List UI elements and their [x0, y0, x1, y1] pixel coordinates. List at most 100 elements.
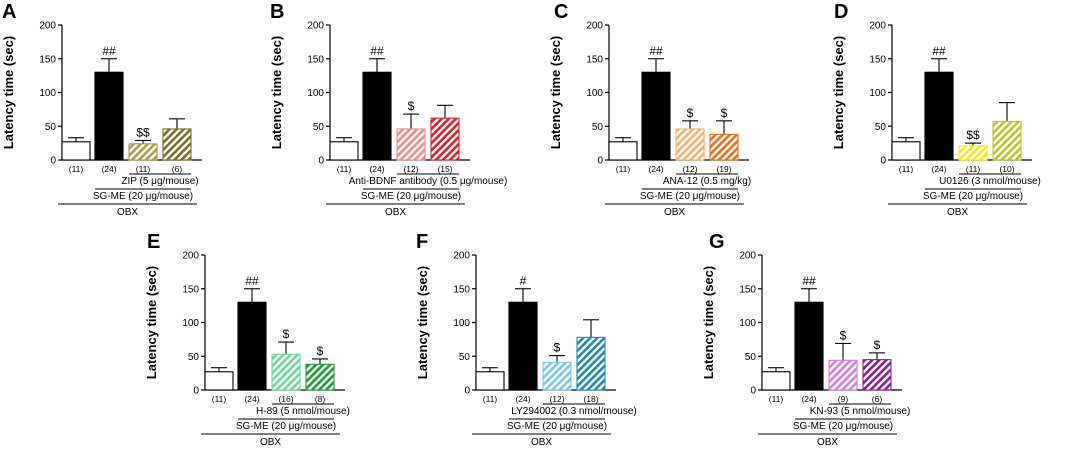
y-tick-label: 200: [586, 21, 603, 32]
n-label: (15): [437, 164, 452, 174]
y-tick-label: 150: [739, 284, 756, 295]
y-tick-label: 150: [869, 54, 886, 65]
bar-f-2: [508, 301, 538, 391]
obx-annotation: OBX: [117, 207, 138, 218]
n-label: (16): [278, 394, 293, 404]
bar-b-1: [329, 141, 359, 161]
n-label: (6): [172, 164, 183, 174]
n-label: (12): [403, 164, 418, 174]
bar-c-1: [608, 141, 638, 161]
bar-d-1: [891, 141, 921, 161]
y-tick-label: 0: [318, 156, 324, 167]
bar-b-4: [430, 117, 460, 161]
significance-label: $: [721, 106, 728, 120]
y-tick-label: 200: [453, 251, 470, 262]
y-tick-label: 150: [182, 284, 199, 295]
bar-e-3: [271, 353, 301, 391]
drug-annotation: H-89 (5 nmol/mouse): [256, 406, 350, 417]
panel-letter: C: [554, 1, 568, 23]
y-tick-label: 100: [586, 88, 603, 99]
obx-annotation: OBX: [260, 437, 281, 448]
drug-annotation: KN-93 (5 nmol/mouse): [810, 406, 911, 417]
y-tick-label: 150: [39, 54, 56, 65]
significance-label: ##: [370, 44, 384, 58]
bar-g-3: [828, 359, 858, 391]
y-tick-label: 50: [875, 122, 887, 133]
panel-e: E Latency time (sec) 0 50 100 150 200 (11) ## (24…: [144, 231, 350, 448]
panel-letter: E: [147, 231, 160, 253]
y-tick-label: 200: [39, 21, 56, 32]
y-tick-label: 200: [182, 251, 199, 262]
bar-a-4: [162, 128, 192, 161]
bar-f-4: [576, 336, 606, 391]
drug-annotation: ZIP (5 μg/mouse): [121, 176, 198, 187]
obx-annotation: OBX: [664, 207, 685, 218]
sgme-annotation: SG-ME (20 μg/mouse): [93, 191, 193, 202]
y-tick-label: 100: [869, 88, 886, 99]
bar-e-4: [305, 363, 335, 391]
n-label: (11): [212, 394, 227, 404]
sgme-annotation: SG-ME (20 μg/mouse): [793, 421, 893, 432]
n-label: (24): [648, 164, 663, 174]
y-axis-label: Latency time (sec): [548, 36, 563, 149]
bar-a-3: [128, 143, 158, 161]
n-label: (11): [337, 164, 352, 174]
n-label: (24): [101, 164, 116, 174]
sgme-annotation: SG-ME (20 μg/mouse): [236, 421, 336, 432]
y-tick-label: 100: [39, 88, 56, 99]
significance-label: $: [874, 338, 881, 352]
significance-label: $: [554, 341, 561, 355]
panel-letter: A: [2, 1, 16, 23]
panel-g: G Latency time (sec) 0 50 100 150 200 (11) ## (24…: [701, 231, 910, 448]
y-tick-label: 100: [453, 318, 470, 329]
bar-e-1: [204, 371, 234, 391]
significance-label: ##: [102, 44, 116, 58]
y-tick-label: 50: [188, 352, 200, 363]
bar-f-1: [475, 371, 505, 391]
y-axis-label: Latency time (sec): [415, 266, 430, 379]
y-axis-label: Latency time (sec): [701, 266, 716, 379]
significance-label: $$: [966, 128, 980, 142]
significance-label: #: [520, 274, 527, 288]
y-tick-label: 100: [182, 318, 199, 329]
y-tick-label: 0: [50, 156, 56, 167]
y-tick-label: 150: [586, 54, 603, 65]
panel-b: B Latency time (sec) 0 50 100 150 200 (11) ## (24…: [269, 1, 507, 218]
n-label: (12): [549, 394, 564, 404]
n-label: (9): [838, 394, 849, 404]
bar-a-2: [94, 71, 124, 161]
n-label: (24): [369, 164, 384, 174]
bar-d-3: [958, 145, 988, 161]
y-axis-label: Latency time (sec): [144, 266, 159, 379]
n-label: (11): [483, 394, 498, 404]
y-tick-label: 0: [880, 156, 886, 167]
y-tick-label: 200: [869, 21, 886, 32]
n-label: (6): [872, 394, 883, 404]
significance-label: $: [408, 99, 415, 113]
obx-annotation: OBX: [531, 437, 552, 448]
significance-label: $: [840, 328, 847, 342]
obx-annotation: OBX: [817, 437, 838, 448]
bar-d-4: [992, 120, 1022, 161]
sgme-annotation: SG-ME (20 μg/mouse): [507, 421, 607, 432]
panel-letter: G: [709, 231, 725, 253]
bar-c-2: [641, 71, 671, 161]
sgme-annotation: SG-ME (20 μg/mouse): [361, 191, 461, 202]
y-tick-label: 200: [739, 251, 756, 262]
bar-f-3: [542, 361, 572, 391]
n-label: (10): [999, 164, 1014, 174]
y-tick-label: 0: [750, 386, 756, 397]
drug-annotation: LY294002 (0.3 nmol/mouse): [511, 406, 636, 417]
obx-annotation: OBX: [947, 207, 968, 218]
bar-g-2: [794, 301, 824, 391]
bar-c-3: [675, 128, 705, 161]
n-label: (12): [682, 164, 697, 174]
y-tick-label: 0: [193, 386, 199, 397]
bar-e-2: [237, 301, 267, 391]
significance-label: ##: [802, 274, 816, 288]
n-label: (11): [769, 394, 784, 404]
sgme-annotation: SG-ME (20 μg/mouse): [923, 191, 1023, 202]
obx-annotation: OBX: [385, 207, 406, 218]
bar-b-3: [396, 128, 426, 161]
bar-d-2: [924, 71, 954, 161]
